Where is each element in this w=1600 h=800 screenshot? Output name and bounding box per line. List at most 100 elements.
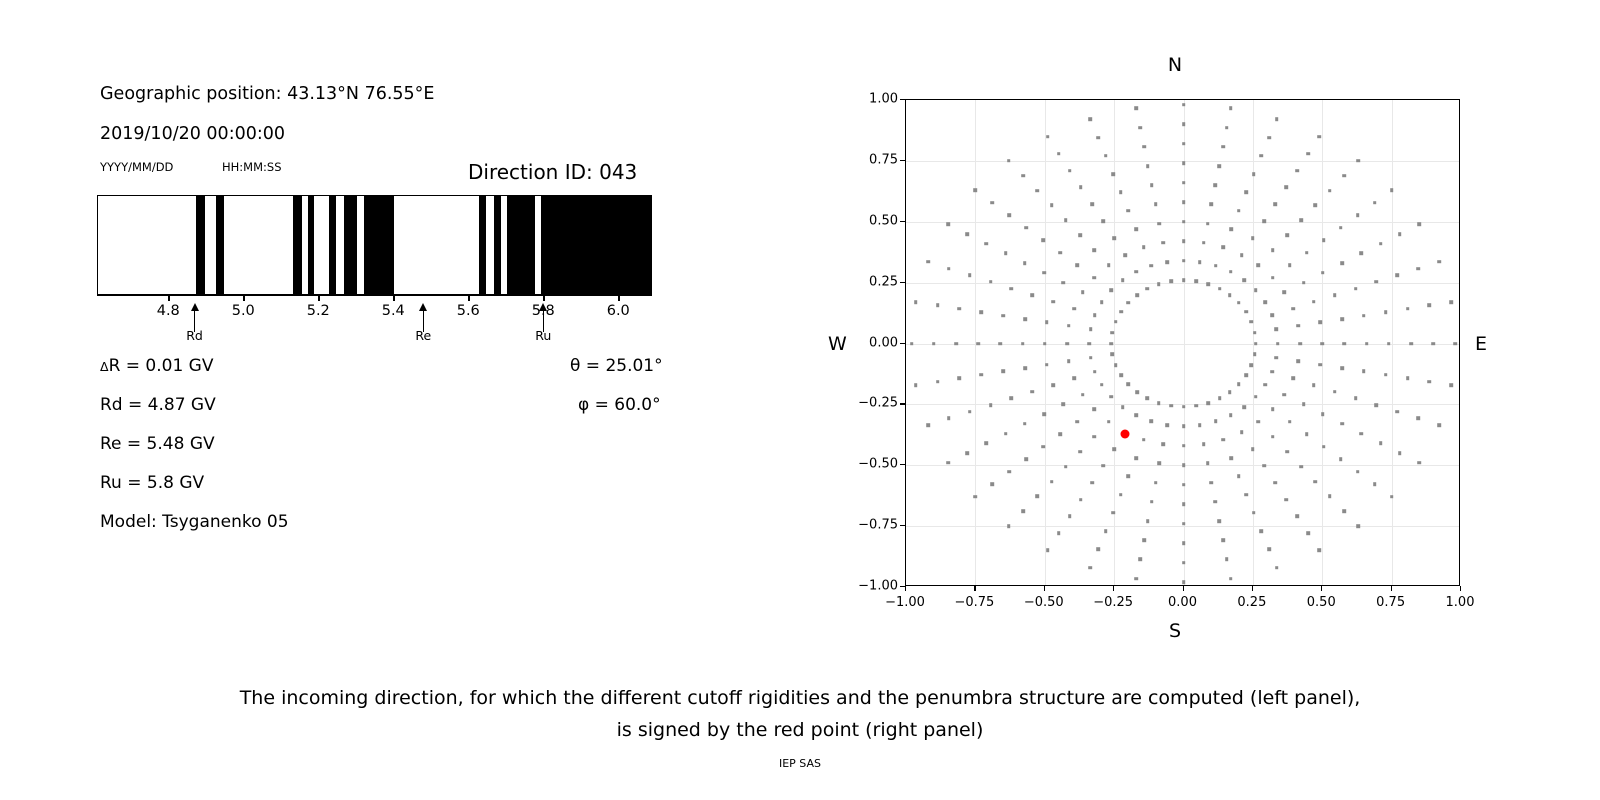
sky-map-point (1270, 370, 1274, 374)
gridline-vertical (1391, 100, 1393, 585)
sky-map-point (1181, 463, 1186, 468)
marker-label-ru: Ru (535, 328, 552, 343)
footer-credit: IEP SAS (778, 757, 822, 770)
sky-map-point (1244, 190, 1248, 195)
sky-map-point (1213, 263, 1218, 268)
sky-map-point (1072, 376, 1076, 381)
param-re: Re = 5.48 GV (100, 434, 215, 454)
sky-map-point (1356, 158, 1361, 163)
sky-map-point (1157, 221, 1162, 226)
sky-map-point (1262, 464, 1266, 468)
sky-map-point (1274, 565, 1279, 570)
sky-map-point (1092, 407, 1096, 412)
sky-map-point (1270, 313, 1274, 317)
geographic-position: Geographic position: 43.13°N 76.55°E (100, 84, 435, 104)
sky-map-point (1320, 341, 1325, 346)
sky-map-point (1256, 263, 1261, 267)
sky-map-point (1080, 392, 1085, 397)
sky-map-point (1317, 135, 1322, 139)
sky-map-point (1244, 310, 1248, 314)
penumbra-forbidden-band (364, 196, 395, 294)
sky-map-point (965, 451, 969, 455)
sky-map-point (1121, 278, 1125, 282)
sky-map-point (1003, 431, 1008, 436)
sky-map-point (1217, 396, 1222, 401)
sky-map-point (1134, 413, 1139, 417)
sky-map-point (1181, 200, 1186, 205)
sky-map-point (1078, 449, 1082, 454)
sky-map-point (1301, 402, 1306, 407)
sky-map-point (1169, 279, 1173, 283)
sky-map-point (1221, 538, 1225, 542)
sky-map-point (1409, 341, 1413, 346)
sky-map-point (1101, 219, 1105, 223)
sky-map-point (1198, 260, 1202, 264)
param-delta-r: ΔR = 0.01 GV (100, 356, 214, 376)
sky-map-point (1113, 320, 1118, 324)
penumbra-axis-tick (168, 295, 170, 301)
sky-map-point (1437, 423, 1441, 427)
sky-map-point (1221, 437, 1226, 442)
left-panel: Geographic position: 43.13°N 76.55°E 201… (0, 0, 760, 660)
penumbra-forbidden-band (328, 196, 337, 294)
sky-map-point (1256, 420, 1261, 424)
sky-map-point (1318, 320, 1322, 325)
sky-map-point (1181, 405, 1186, 409)
sky-map-point (1405, 307, 1410, 311)
sky-map-point (1431, 341, 1436, 346)
sky-map-point (984, 441, 989, 446)
sky-map-x-tick (1043, 586, 1045, 591)
penumbra-bar (97, 195, 652, 295)
sky-map-point (1111, 172, 1116, 176)
sky-map-point (1270, 407, 1275, 412)
sky-map-point (1313, 203, 1318, 208)
sky-map-point (1301, 280, 1306, 285)
sky-map-point (1030, 390, 1035, 394)
sky-map-point (1181, 482, 1186, 487)
sky-map-point (1244, 492, 1248, 497)
sky-map-point (1209, 202, 1214, 207)
sky-map-point (1134, 576, 1139, 581)
gridline-vertical (1114, 100, 1116, 585)
sky-map-point (1284, 497, 1288, 502)
penumbra-axis-tick (243, 295, 245, 301)
penumbra-axis-tick (393, 295, 395, 301)
sky-map-point (1157, 282, 1161, 286)
sky-map-point (1181, 580, 1186, 584)
sky-map-point (1274, 117, 1279, 122)
sky-map-point (1103, 154, 1108, 158)
sky-map-point (1110, 352, 1115, 357)
sky-map-point (1253, 341, 1258, 346)
sky-map-point (1378, 241, 1383, 246)
sky-map-point (1149, 499, 1154, 504)
gridline-horizontal (906, 526, 1459, 528)
sky-map-point (1449, 383, 1454, 387)
sky-map-point (946, 222, 950, 226)
sky-map-point (1373, 482, 1377, 487)
sky-map-point (1087, 341, 1091, 346)
sky-map-point (1378, 441, 1383, 446)
sky-map-point (1390, 188, 1394, 192)
sky-map-point (913, 300, 918, 304)
sky-map-point (1109, 288, 1114, 293)
sky-map-point (1065, 341, 1069, 346)
sky-map-point (1024, 225, 1028, 230)
compass-west: W (828, 333, 847, 355)
sky-map-point (1099, 383, 1104, 387)
sky-map-point (1405, 376, 1410, 380)
sky-map-point (979, 310, 984, 314)
sky-map-point (947, 266, 951, 271)
sky-map-point (1213, 499, 1218, 504)
sky-map-point (1397, 451, 1402, 455)
sky-map-point (1356, 524, 1361, 529)
sky-map-point (1296, 323, 1301, 328)
compass-south: S (1168, 620, 1182, 642)
sky-map-point (1244, 373, 1248, 377)
sky-map-point (1088, 565, 1093, 570)
sky-map-point (1362, 369, 1366, 374)
sky-map-point (1249, 363, 1254, 367)
sky-map-point (1024, 457, 1028, 462)
gridline-vertical (1252, 100, 1254, 585)
sky-map-point (1318, 362, 1322, 367)
sky-map-point (1058, 250, 1062, 255)
